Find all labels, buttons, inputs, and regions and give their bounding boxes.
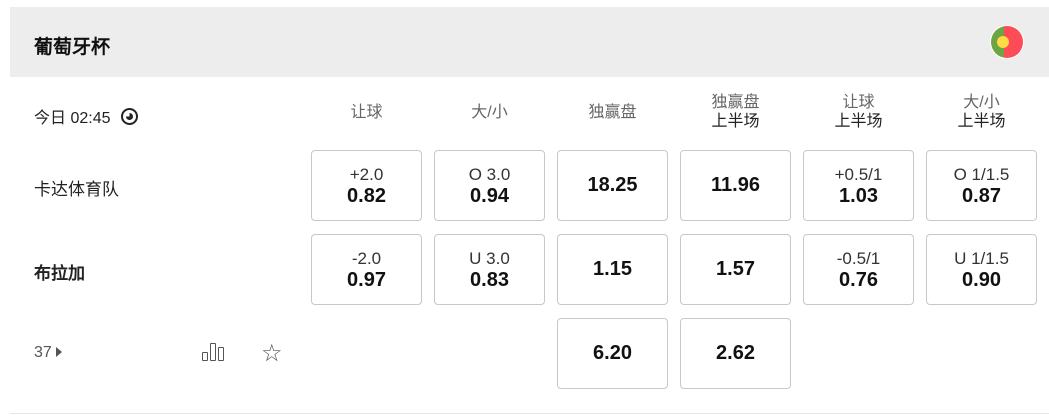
- column-header-line1: 大/小: [963, 94, 1000, 111]
- odds-button[interactable]: 1.15: [557, 234, 668, 305]
- odds-button[interactable]: 11.96: [680, 150, 791, 221]
- column-header: 让球: [311, 103, 422, 122]
- odds-button[interactable]: O 1/1.5 0.87: [926, 150, 1037, 221]
- more-count: 37: [34, 344, 52, 361]
- odds-value: 0.76: [839, 268, 878, 291]
- odds-line: U 3.0: [469, 248, 510, 268]
- odds-line: +2.0: [349, 164, 384, 184]
- odds-button[interactable]: -0.5/1 0.76: [803, 234, 914, 305]
- column-header-line1: 大/小: [471, 104, 508, 121]
- league-title: 葡萄牙杯: [34, 37, 111, 58]
- column-header-line1: 让球: [842, 94, 875, 111]
- column-header-line2: 上半场: [834, 113, 883, 130]
- odds-button[interactable]: -2.0 0.97: [311, 234, 422, 305]
- team-name: 卡达体育队: [34, 180, 119, 199]
- odds-value: 6.20: [593, 342, 632, 364]
- odds-button[interactable]: 18.25: [557, 150, 668, 221]
- column-header: 让球 上半场: [803, 93, 914, 131]
- odds-value: 0.90: [962, 268, 1001, 291]
- odds-value: 1.15: [593, 258, 632, 280]
- column-header-line1: 让球: [350, 104, 383, 121]
- odds-value: 0.97: [347, 268, 386, 291]
- odds-value: 2.62: [716, 342, 755, 364]
- league-header: 葡萄牙杯: [10, 7, 1049, 77]
- odds-line: -0.5/1: [836, 248, 881, 268]
- odds-button[interactable]: O 3.0 0.94: [434, 150, 545, 221]
- caret-right-icon: [55, 347, 62, 357]
- odds-value: 0.82: [347, 184, 386, 207]
- column-header: 大/小: [434, 103, 545, 122]
- column-header: 独赢盘: [557, 103, 668, 122]
- column-header-line1: 独赢盘: [588, 104, 637, 121]
- odds-button[interactable]: 1.57: [680, 234, 791, 305]
- divider: [10, 413, 1049, 414]
- column-header: 大/小上半场: [926, 93, 1037, 131]
- odds-button[interactable]: +0.5/1 1.03: [803, 150, 914, 221]
- odds-button[interactable]: +2.0 0.82: [311, 150, 422, 221]
- odds-value: 0.94: [470, 184, 509, 207]
- favorite-star-icon[interactable]: ☆: [261, 340, 283, 367]
- odds-line: +0.5/1: [834, 164, 883, 184]
- clock-icon: [120, 107, 138, 125]
- odds-value: 0.87: [962, 184, 1001, 207]
- odds-value: 1.57: [716, 258, 755, 280]
- team-name: 布拉加: [34, 264, 85, 283]
- odds-value: 0.83: [470, 268, 509, 291]
- odds-value: 1.03: [839, 184, 878, 207]
- odds-button[interactable]: U 1/1.5 0.90: [926, 234, 1037, 305]
- odds-line: U 1/1.5: [954, 248, 1009, 268]
- column-header-line1: 独赢盘: [711, 94, 760, 111]
- stats-icon[interactable]: [202, 343, 224, 361]
- odds-value: 11.96: [711, 174, 760, 196]
- odds-button[interactable]: U 3.0 0.83: [434, 234, 545, 305]
- odds-line: -2.0: [351, 248, 382, 268]
- odds-value: 18.25: [587, 174, 638, 196]
- column-header-line2: 上半场: [957, 113, 1006, 130]
- portugal-flag-icon: [991, 26, 1023, 58]
- draw-odds-button[interactable]: 2.62: [680, 318, 791, 389]
- column-header-line2: 上半场: [711, 113, 760, 130]
- match-time: 今日 02:45: [34, 104, 138, 128]
- more-markets-link[interactable]: 37: [34, 344, 62, 362]
- odds-line: O 3.0: [468, 164, 511, 184]
- column-header: 独赢盘 上半场: [680, 93, 791, 131]
- draw-odds-button[interactable]: 6.20: [557, 318, 668, 389]
- odds-line: O 1/1.5: [953, 164, 1010, 184]
- match-time-text: 今日 02:45: [34, 110, 111, 127]
